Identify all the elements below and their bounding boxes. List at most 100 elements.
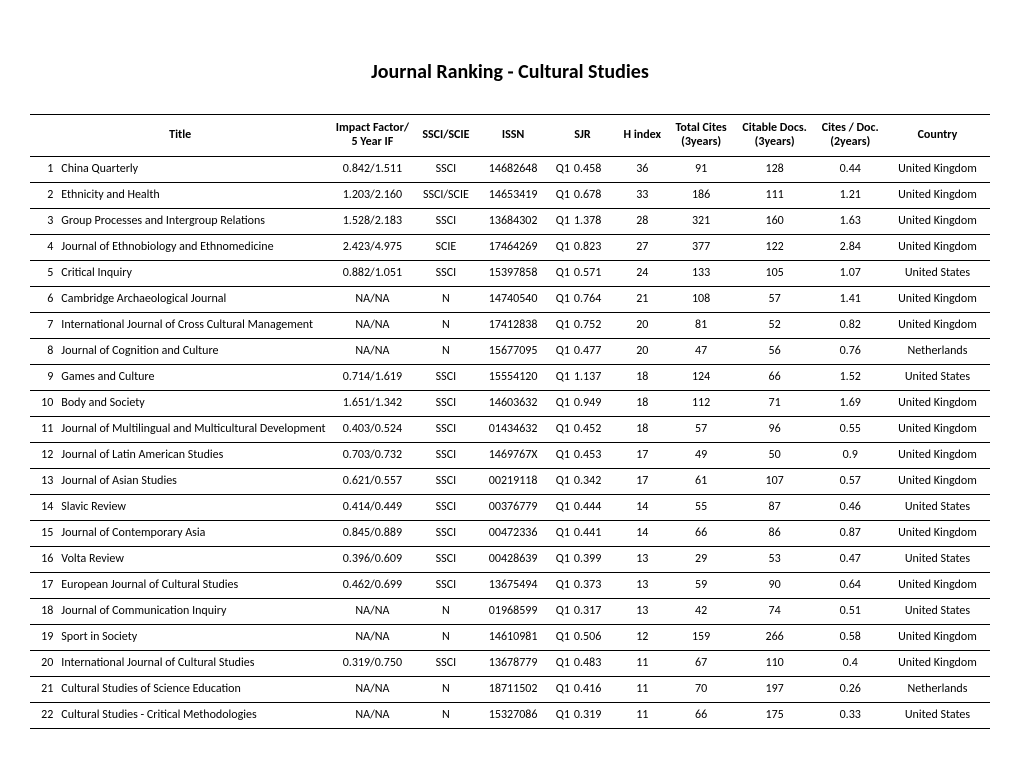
cell-citabledocs: 86 [734,520,816,546]
cell-citabledocs: 57 [734,286,816,312]
cell-sjr: 0.752 [572,312,616,338]
journal-ranking-table: Title Impact Factor/ 5 Year IF SSCI/SCIE… [30,114,990,729]
cell-issn: 14653419 [477,182,548,208]
cell-title: Journal of Ethnobiology and Ethnomedicin… [57,234,330,260]
cell-title: Journal of Communication Inquiry [57,598,330,624]
cell-issn: 17412838 [477,312,548,338]
table-row: 13Journal of Asian Studies0.621/0.557SSC… [30,468,990,494]
cell-citabledocs: 107 [734,468,816,494]
cell-title: Journal of Cognition and Culture [57,338,330,364]
cell-country: United Kingdom [885,182,990,208]
cell-citabledocs: 128 [734,156,816,182]
col-sjr: SJR [549,115,616,157]
cell-quartile: Q1 [549,234,572,260]
cell-issn: 13675494 [477,572,548,598]
cell-country: United Kingdom [885,650,990,676]
cell-sjr: 0.458 [572,156,616,182]
cell-title: Cultural Studies - Critical Methodologie… [57,702,330,728]
table-row: 7International Journal of Cross Cultural… [30,312,990,338]
cell-citesperdoc: 1.69 [816,390,885,416]
table-row: 4Journal of Ethnobiology and Ethnomedici… [30,234,990,260]
cell-ssci: SSCI [414,650,477,676]
cell-ssci: N [414,702,477,728]
cell-title: Volta Review [57,546,330,572]
cell-country: United Kingdom [885,572,990,598]
cell-country: Netherlands [885,676,990,702]
cell-impact: 0.882/1.051 [330,260,414,286]
cell-ssci: SSCI [414,416,477,442]
cell-totalcites: 159 [669,624,734,650]
cell-title: Cambridge Archaeological Journal [57,286,330,312]
cell-title: Ethnicity and Health [57,182,330,208]
cell-citesperdoc: 2.84 [816,234,885,260]
cell-impact: 1.528/2.183 [330,208,414,234]
cell-quartile: Q1 [549,416,572,442]
cell-sjr: 0.453 [572,442,616,468]
cell-impact: 0.845/0.889 [330,520,414,546]
table-row: 9Games and Culture0.714/1.619SSCI1555412… [30,364,990,390]
cell-country: United Kingdom [885,208,990,234]
cell-rank: 20 [30,650,57,676]
cell-quartile: Q1 [549,650,572,676]
table-row: 14Slavic Review0.414/0.449SSCI00376779Q1… [30,494,990,520]
cell-issn: 14740540 [477,286,548,312]
cell-impact: NA/NA [330,286,414,312]
cell-totalcites: 108 [669,286,734,312]
table-row: 22Cultural Studies - Critical Methodolog… [30,702,990,728]
cell-quartile: Q1 [549,286,572,312]
col-country: Country [885,115,990,157]
cell-issn: 13678779 [477,650,548,676]
cell-country: United Kingdom [885,468,990,494]
cell-citesperdoc: 0.46 [816,494,885,520]
cell-totalcites: 321 [669,208,734,234]
cell-title: European Journal of Cultural Studies [57,572,330,598]
table-row: 20International Journal of Cultural Stud… [30,650,990,676]
cell-citabledocs: 56 [734,338,816,364]
cell-ssci: SSCI [414,442,477,468]
cell-rank: 8 [30,338,57,364]
cell-totalcites: 61 [669,468,734,494]
cell-citesperdoc: 0.58 [816,624,885,650]
table-row: 16Volta Review0.396/0.609SSCI00428639Q10… [30,546,990,572]
cell-issn: 15677095 [477,338,548,364]
cell-rank: 10 [30,390,57,416]
cell-citabledocs: 105 [734,260,816,286]
cell-citabledocs: 53 [734,546,816,572]
cell-citesperdoc: 1.63 [816,208,885,234]
cell-quartile: Q1 [549,312,572,338]
cell-country: United Kingdom [885,442,990,468]
cell-country: United States [885,598,990,624]
cell-quartile: Q1 [549,520,572,546]
cell-ssci: N [414,624,477,650]
cell-sjr: 0.342 [572,468,616,494]
cell-quartile: Q1 [549,364,572,390]
cell-citabledocs: 197 [734,676,816,702]
cell-rank: 5 [30,260,57,286]
cell-quartile: Q1 [549,156,572,182]
cell-country: United States [885,546,990,572]
cell-ssci: N [414,312,477,338]
cell-citesperdoc: 0.9 [816,442,885,468]
cell-citabledocs: 122 [734,234,816,260]
cell-rank: 11 [30,416,57,442]
cell-country: United Kingdom [885,234,990,260]
cell-country: United Kingdom [885,520,990,546]
cell-totalcites: 186 [669,182,734,208]
cell-issn: 15397858 [477,260,548,286]
cell-citesperdoc: 0.47 [816,546,885,572]
cell-issn: 14682648 [477,156,548,182]
cell-rank: 22 [30,702,57,728]
cell-country: United States [885,260,990,286]
cell-quartile: Q1 [549,182,572,208]
cell-citesperdoc: 0.87 [816,520,885,546]
cell-issn: 1469767X [477,442,548,468]
cell-rank: 7 [30,312,57,338]
cell-ssci: SSCI [414,260,477,286]
cell-ssci: SSCI [414,364,477,390]
cell-country: United Kingdom [885,416,990,442]
cell-impact: 0.319/0.750 [330,650,414,676]
cell-issn: 17464269 [477,234,548,260]
cell-hindex: 11 [616,650,669,676]
cell-quartile: Q1 [549,624,572,650]
col-hindex: H index [616,115,669,157]
